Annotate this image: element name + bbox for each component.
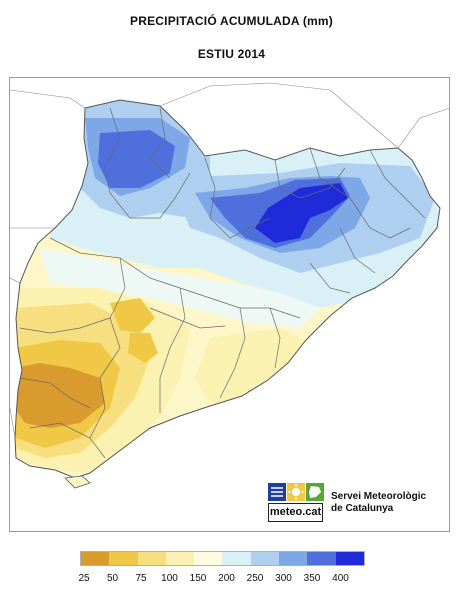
- logo-tile-catalonia-icon: [306, 483, 324, 501]
- legend-swatch: [250, 552, 280, 565]
- legend-tick-label: 75: [135, 573, 147, 584]
- legend-swatch: [335, 552, 364, 565]
- logo-tile-sun-icon: [287, 483, 305, 501]
- legend-tick-label: 250: [246, 573, 264, 584]
- org-name-line1: Servei Meteorològic: [331, 491, 427, 502]
- map-subtitle: ESTIU 2014: [197, 47, 266, 61]
- precipitation-fill: [15, 100, 440, 478]
- neighbour-borders: [10, 82, 449, 439]
- meteocat-logo: meteo.cat Servei Meteorològic de Catalun…: [265, 483, 426, 523]
- legend-swatch: [194, 552, 223, 565]
- legend-tick-label: 150: [189, 573, 207, 584]
- legend-tick-label: 400: [332, 573, 349, 584]
- legend-tick-label: 350: [303, 573, 321, 584]
- logo-tile-waves-icon: [268, 483, 286, 501]
- legend-tick-label: 100: [161, 573, 178, 584]
- legend-swatch: [222, 552, 251, 565]
- legend-tick-label: 300: [275, 573, 292, 584]
- legend-swatch: [307, 552, 336, 565]
- catalonia-map-svg: [10, 82, 449, 489]
- precipitation-map: [9, 77, 450, 532]
- legend-swatch: [81, 552, 110, 565]
- logo-brand-text: meteo.cat: [268, 503, 323, 522]
- legend-tick-label: 200: [218, 573, 235, 584]
- legend-tick-label: 50: [106, 573, 119, 584]
- map-title: PRECIPITACIÓ ACUMULADA (mm): [130, 14, 333, 28]
- precipitation-legend-bar: [80, 551, 365, 566]
- county-boundaries: [19, 107, 426, 459]
- legend-swatch: [109, 552, 138, 565]
- legend-swatch: [279, 552, 308, 565]
- legend-swatch: [165, 552, 195, 565]
- org-name-line2: de Catalunya: [331, 503, 394, 514]
- legend-tick-label: 25: [78, 573, 90, 584]
- legend-swatch: [137, 552, 166, 565]
- ebro-delta: [64, 475, 91, 489]
